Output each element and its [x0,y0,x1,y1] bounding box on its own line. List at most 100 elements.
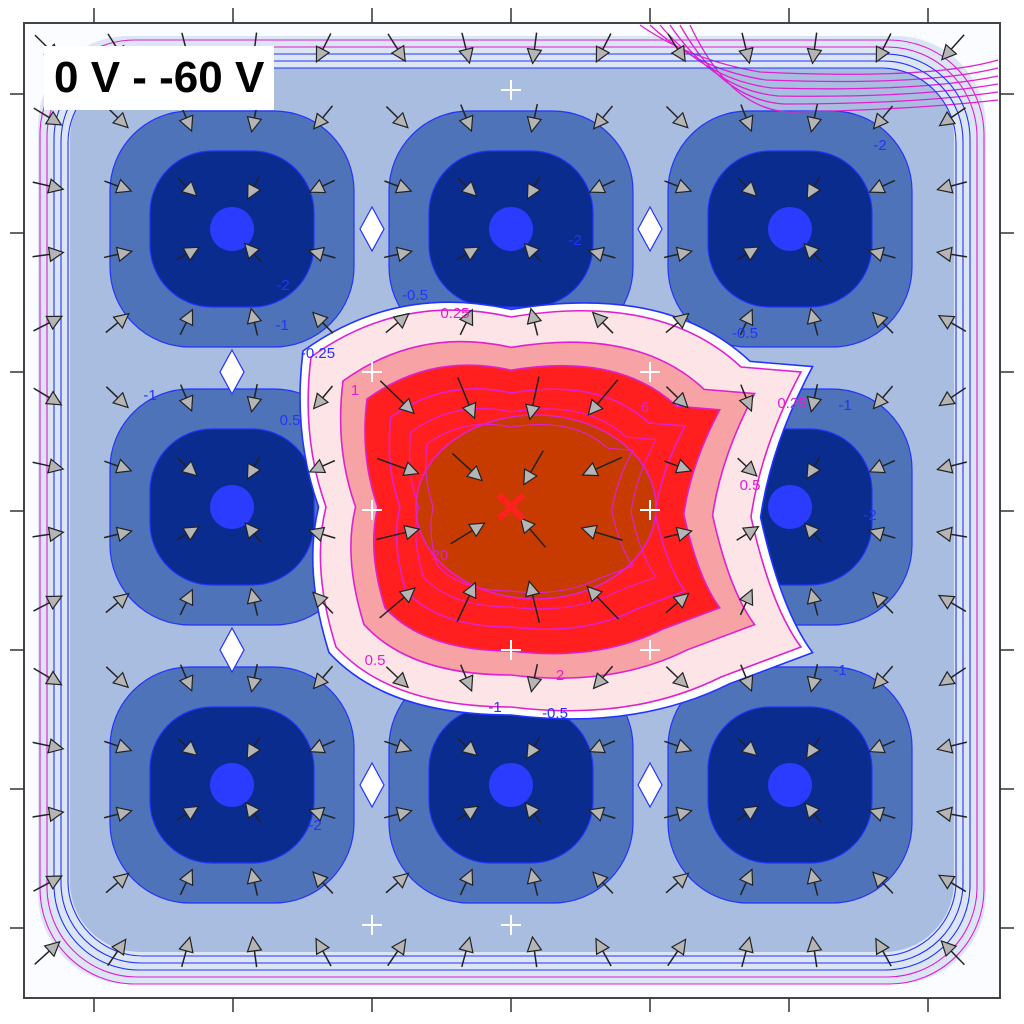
field-arrow-179 [806,867,823,896]
field-arrow-7 [526,32,543,65]
field-arrow-144 [308,738,336,754]
field-arrow-55 [935,246,968,263]
contour-label-0: -0.5 [402,287,428,304]
field-arrow-53 [803,242,823,263]
contour-label-18: -2 [276,277,289,294]
field-arrow-115 [246,587,263,616]
field-arrow-43 [103,246,134,263]
field-arrow-88 [308,458,336,474]
saddle-0 [359,205,385,253]
field-arrow-46 [307,246,336,263]
field-arrow-150 [737,737,758,757]
field-arrow-112 [33,595,64,612]
saddle-4 [359,761,385,809]
field-arrow-185 [246,935,263,968]
field-arrow-83 [938,387,967,407]
field-arrow-29 [104,178,133,194]
well-core-7 [768,763,812,807]
field-arrow-42 [32,246,65,263]
field-arrow-111 [935,526,968,543]
field-arrow-175 [526,867,543,896]
frame-contour-3 [60,60,964,964]
well-core-4 [768,485,812,529]
field-arrow-23 [665,105,689,129]
field-arrow-180 [871,871,894,894]
field-arrow-93 [664,458,693,474]
contour-label-8: 0.5 [280,412,301,429]
field-arrow-174 [458,868,474,896]
peak-marker [496,492,526,522]
field-arrow-151 [805,736,822,760]
field-arrow-118 [456,581,477,623]
field-arrow-49 [523,242,542,263]
field-arrow-24 [738,104,754,133]
contour-label-20: -2 [863,507,876,524]
contour-label-13: 0.25 [777,395,806,412]
field-arrow-18 [312,105,334,130]
field-arrow-73 [246,383,263,414]
frame-contour-0 [39,39,985,985]
field-arrow-48 [456,246,480,262]
field-arrow-58 [178,308,194,336]
corner-contour-5 [689,24,999,113]
field-arrow-194 [875,937,892,967]
field-arrow-125 [937,594,967,613]
well-core-2 [768,207,812,251]
field-arrow-163 [663,806,693,823]
contour-label-9: 1 [351,382,359,399]
field-arrow-178 [738,868,754,896]
field-arrow-143 [246,736,262,760]
contour-label-3: -1 [143,387,156,404]
grid-cross-3 [362,500,382,520]
field-arrow-145 [384,738,413,754]
grid-cross-5 [501,640,521,660]
field-arrow-164 [736,805,760,822]
field-arrow-87 [246,456,262,480]
field-arrow-56 [33,315,64,332]
frame-contour-1 [46,46,978,978]
positive-core [415,414,657,600]
contour-label-2: -1 [275,317,288,334]
field-arrow-193 [806,935,823,968]
tick-marks [10,8,1014,1012]
field-arrow-20 [458,104,474,133]
field-arrow-119 [524,580,541,624]
field-arrow-109 [803,522,822,543]
contour-label-21: -2 [308,817,321,834]
contour-label-1: -0.5 [732,325,758,342]
frame-contour-2 [53,53,971,971]
field-arrow-41 [936,178,967,194]
field-arrow-89 [376,457,420,477]
contour-label-7: -0.25 [301,345,335,362]
field-arrow-39 [806,176,822,200]
field-arrow-186 [315,937,332,967]
field-arrow-17 [246,103,263,134]
field-arrow-188 [458,936,474,968]
contour-label-6: -0.5 [542,705,568,722]
field-arrow-126 [33,667,63,686]
field-arrow-70 [33,387,63,406]
field-arrow-30 [177,177,198,197]
field-arrow-85 [104,458,133,474]
field-arrow-57 [105,312,130,334]
grid-cross-7 [362,915,382,935]
field-arrow-120 [586,585,620,620]
field-arrow-177 [665,872,690,894]
field-arrow-165 [804,801,822,823]
field-arrow-66 [738,308,754,336]
contour-label-10: 2 [556,667,564,684]
field-arrow-60 [311,311,334,334]
field-arrow-189 [526,935,543,968]
field-arrow-64 [591,311,614,334]
field-arrow-4 [315,33,332,64]
field-arrow-77 [525,376,541,421]
field-arrow-156 [176,805,200,822]
field-arrow-22 [592,105,614,130]
field-arrow-72 [178,384,194,413]
field-arrow-75 [379,380,415,415]
field-arrow-170 [178,868,194,896]
field-arrow-107 [663,526,693,543]
chart-title: 0 V - -60 V [44,46,275,110]
field-arrow-169 [105,872,130,894]
field-arrow-110 [867,526,896,543]
